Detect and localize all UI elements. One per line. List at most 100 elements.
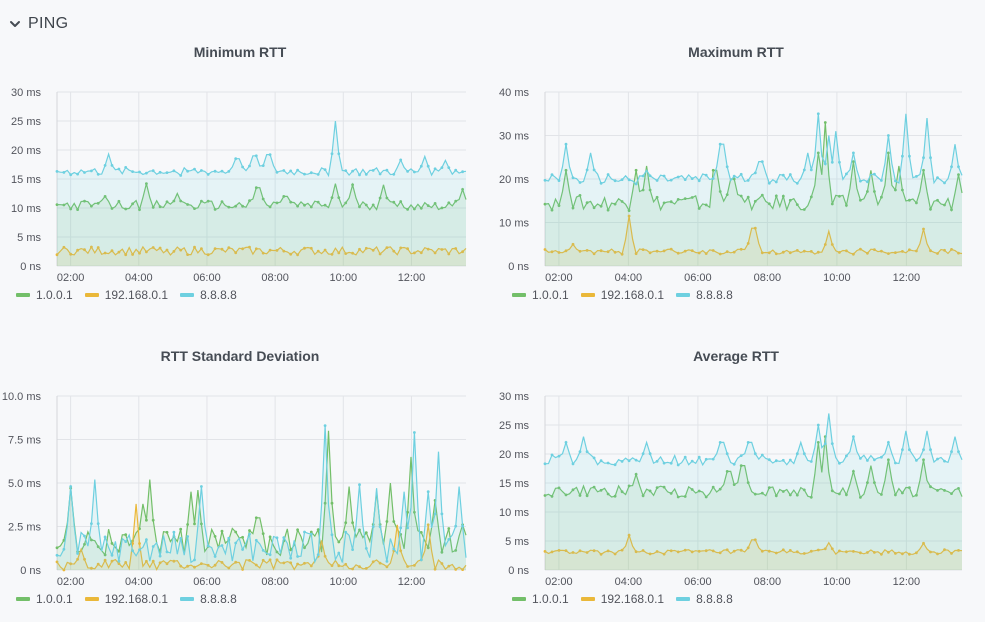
data-point bbox=[929, 249, 932, 253]
data-point bbox=[592, 206, 596, 210]
data-point bbox=[447, 201, 451, 205]
data-point bbox=[620, 460, 624, 463]
panel-title[interactable]: Maximum RTT bbox=[688, 44, 784, 60]
panel-title[interactable]: Minimum RTT bbox=[193, 44, 287, 60]
data-point bbox=[351, 169, 354, 173]
data-point bbox=[193, 167, 196, 171]
data-point bbox=[275, 170, 279, 174]
data-point bbox=[206, 253, 210, 257]
data-point bbox=[620, 178, 624, 182]
data-point bbox=[344, 201, 348, 205]
legend-item[interactable]: 1.0.0.1 bbox=[512, 592, 569, 606]
x-tick-label: 06:00 bbox=[684, 272, 712, 284]
data-point bbox=[732, 250, 736, 254]
data-point bbox=[641, 494, 645, 498]
data-point bbox=[957, 165, 960, 169]
data-point bbox=[433, 512, 437, 516]
data-point bbox=[859, 179, 862, 183]
legend-item[interactable]: 192.168.0.1 bbox=[84, 592, 168, 606]
legend-label: 192.168.0.1 bbox=[600, 592, 665, 606]
data-point bbox=[433, 202, 437, 205]
row-header-ping[interactable]: PING bbox=[8, 10, 68, 38]
data-point bbox=[564, 168, 568, 172]
data-point bbox=[753, 452, 757, 456]
data-point bbox=[158, 561, 162, 565]
data-point bbox=[627, 533, 631, 537]
data-point bbox=[289, 252, 293, 256]
data-point bbox=[852, 470, 855, 473]
data-point bbox=[866, 551, 869, 554]
legend-item[interactable]: 192.168.0.1 bbox=[84, 288, 168, 302]
panel-title[interactable]: RTT Standard Deviation bbox=[160, 348, 320, 364]
data-point bbox=[830, 160, 834, 164]
data-point bbox=[880, 195, 883, 199]
legend-item[interactable]: 1.0.0.1 bbox=[16, 288, 73, 302]
data-point bbox=[364, 173, 368, 176]
chart-plot[interactable]: 30 ms 25 ms 20 ms 15 ms 10 ms 5 ms 0 ns 02:00 04… bbox=[496, 304, 976, 604]
y-tick-label: 30 ms bbox=[11, 87, 41, 99]
data-point bbox=[866, 251, 869, 255]
data-point bbox=[711, 249, 715, 252]
legend-item[interactable]: 1.0.0.1 bbox=[512, 288, 569, 302]
data-point bbox=[220, 200, 224, 204]
data-point bbox=[96, 545, 100, 549]
data-point bbox=[669, 549, 673, 553]
y-tick-label: 2.5 ms bbox=[8, 522, 42, 534]
panel-maximum-rtt[interactable]: Maximum RTT 40 ms 30 ms 20 ms 10 ms 0 ns 02:00… bbox=[496, 0, 976, 302]
legend-item[interactable]: 8.8.8.8 bbox=[676, 288, 733, 302]
data-point bbox=[557, 549, 561, 552]
panel-rtt-standard-deviation[interactable]: RTT Standard Deviation 10.0 ms 7.5 ms 5.0 m… bbox=[0, 304, 480, 606]
data-point bbox=[599, 459, 603, 463]
data-point bbox=[440, 512, 444, 516]
x-tick-label: 02:00 bbox=[545, 576, 573, 588]
chart-plot[interactable]: 10.0 ms 7.5 ms 5.0 ms 2.5 ms 0 ns 02:00 04:00 0… bbox=[0, 304, 480, 604]
data-point bbox=[103, 164, 107, 167]
data-point bbox=[406, 247, 409, 251]
panel-average-rtt[interactable]: Average RTT 30 ms 25 ms 20 ms 15 ms 10 ms 5 ms… bbox=[496, 304, 976, 606]
data-point bbox=[426, 247, 430, 251]
legend-label: 8.8.8.8 bbox=[200, 288, 237, 302]
data-point bbox=[151, 169, 155, 173]
data-point bbox=[385, 565, 389, 569]
data-point bbox=[241, 204, 245, 208]
chart-plot[interactable]: 30 ms 25 ms 20 ms 15 ms 10 ms 5 ms 0 ns 02:00 04… bbox=[0, 0, 480, 300]
data-point bbox=[83, 557, 86, 561]
data-point bbox=[543, 550, 547, 553]
x-tick-label: 04:00 bbox=[125, 272, 153, 284]
data-point bbox=[90, 522, 93, 525]
data-point bbox=[690, 459, 694, 463]
data-point bbox=[234, 157, 238, 161]
data-point bbox=[585, 201, 589, 205]
data-point bbox=[90, 169, 93, 173]
panel-minimum-rtt[interactable]: Minimum RTT 30 ms 25 ms 20 ms 15 ms 10 ms 5 ms… bbox=[0, 0, 480, 302]
panel-title[interactable]: Average RTT bbox=[693, 348, 779, 364]
data-point bbox=[172, 530, 176, 534]
data-point bbox=[440, 562, 444, 565]
data-point bbox=[634, 168, 638, 172]
x-tick-label: 02:00 bbox=[545, 272, 573, 284]
legend-swatch bbox=[580, 597, 595, 601]
legend-item[interactable]: 8.8.8.8 bbox=[180, 592, 237, 606]
legend-item[interactable]: 1.0.0.1 bbox=[16, 592, 73, 606]
data-point bbox=[62, 171, 66, 174]
legend-item[interactable]: 192.168.0.1 bbox=[580, 288, 664, 302]
data-point bbox=[200, 522, 203, 526]
data-point bbox=[461, 170, 464, 174]
data-point bbox=[655, 459, 659, 463]
data-point bbox=[711, 485, 715, 489]
legend-item[interactable]: 8.8.8.8 bbox=[676, 592, 733, 606]
x-tick-label: 08:00 bbox=[754, 576, 782, 588]
legend-item[interactable]: 8.8.8.8 bbox=[180, 288, 237, 302]
data-point bbox=[371, 248, 375, 252]
data-point bbox=[165, 171, 169, 175]
y-tick-label: 10 ms bbox=[499, 507, 529, 519]
data-point bbox=[110, 207, 114, 210]
data-point bbox=[950, 208, 953, 212]
chart-plot[interactable]: 40 ms 30 ms 20 ms 10 ms 0 ns 02:00 04:00 06:00 0… bbox=[496, 0, 976, 300]
legend-item[interactable]: 192.168.0.1 bbox=[580, 592, 665, 606]
x-tick-label: 10:00 bbox=[823, 272, 851, 284]
data-point bbox=[440, 166, 444, 170]
x-tick-label: 02:00 bbox=[57, 576, 85, 588]
data-point bbox=[718, 551, 722, 555]
data-point bbox=[774, 252, 778, 256]
